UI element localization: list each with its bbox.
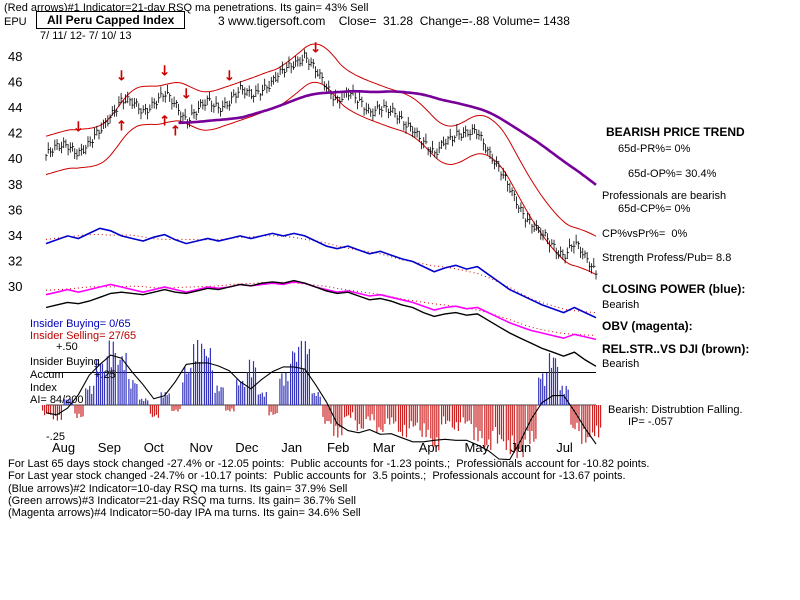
rel-strength-line — [45, 279, 597, 367]
month-axis-label: Nov — [190, 440, 214, 455]
sell-arrow-icon: ↓ — [159, 63, 171, 79]
month-axis-label: Aug — [52, 440, 75, 455]
closing-power-title: CLOSING POWER (blue): — [602, 282, 746, 296]
closing-power-ma-dotted — [45, 233, 597, 314]
month-axis-label: Feb — [327, 440, 349, 455]
month-axis-label: Mar — [373, 440, 396, 455]
cp-value: 65d-CP%= 0% — [618, 203, 691, 215]
price-axis-label: 44 — [8, 100, 22, 115]
price-axis-label: 38 — [8, 177, 22, 192]
buy-arrow-icon: ↑ — [116, 119, 128, 135]
price-axis-label: 46 — [8, 75, 22, 90]
accum-label-line3: Index — [30, 382, 57, 394]
insider-buying-value: Insider Buying= 0/65 — [30, 318, 131, 330]
accum-label-line1: Insider Buying — [30, 356, 100, 368]
site-info-line: 3 www.tigersoft.com Close= 31.28 Change=… — [218, 14, 570, 28]
month-axis-label: Sep — [98, 440, 121, 455]
month-axis-label: Jan — [281, 440, 302, 455]
sell-arrow-icon: ↓ — [116, 68, 128, 84]
insider-selling-value: Insider Selling= 27/65 — [30, 330, 137, 342]
price-axis-label: 34 — [8, 228, 22, 243]
pr-value: 65d-PR%= 0% — [618, 143, 691, 155]
prof-bearish-label: Professionals are bearish — [602, 190, 727, 202]
accum-label-line2: Accum — [30, 369, 64, 381]
accum-histogram — [42, 340, 602, 459]
purple-ma-line — [178, 89, 597, 186]
sell-arrow-icon: ↓ — [72, 120, 84, 136]
index-title-box: All Peru Capped Index — [36, 11, 186, 29]
ai-value: AI= 84/200 — [30, 394, 84, 406]
price-axis-label: 32 — [8, 254, 22, 269]
obv-title: OBV (magenta): — [602, 319, 693, 333]
lower-band-line — [45, 81, 597, 276]
accum-ma-line — [45, 354, 597, 461]
month-axis-label: Dec — [235, 440, 259, 455]
price-axis-label: 36 — [8, 202, 22, 217]
footer-line-year: For Last year stock changed -24.7% or -1… — [8, 470, 626, 482]
footer-line-magenta-arrows: (Magenta arrows)#4 Indicator=50-day IPA … — [8, 507, 361, 519]
cpvspr-value: CP%vsPr%= 0% — [602, 228, 688, 240]
sell-arrow-icon: ↓ — [223, 68, 235, 84]
trend-title: BEARISH PRICE TREND — [606, 125, 745, 139]
footer-line-green-arrows: (Green arrows)#3 Indicator=21-day RSQ ma… — [8, 495, 356, 507]
price-axis-label: 40 — [8, 151, 22, 166]
op-value: 65d-OP%= 30.4% — [628, 168, 717, 180]
closing-power-state: Bearish — [602, 299, 640, 311]
price-axis-label: 30 — [8, 279, 22, 294]
relstr-state: Bearish — [602, 358, 640, 370]
date-range: 7/ 11/ 12- 7/ 10/ 13 — [40, 30, 132, 42]
month-axis-label: Jun — [510, 440, 531, 455]
accum-tick-plus50: +.50 — [56, 341, 78, 353]
footer-line-blue-arrows: (Blue arrows)#2 Indicator=10-day RSQ ma … — [8, 483, 348, 495]
closing-power-line — [45, 227, 597, 319]
relstr-title: REL.STR..VS DJI (brown): — [602, 342, 750, 356]
accum-tick-plus25: +.25 — [94, 369, 116, 381]
price-axis-label: 48 — [8, 49, 22, 64]
upper-band-line — [45, 43, 597, 237]
sell-arrow-icon: ↓ — [310, 40, 322, 56]
ticker-symbol: EPU — [4, 16, 27, 28]
month-axis-label: Oct — [144, 440, 165, 455]
footer-line-65days: For Last 65 days stock changed -27.4% or… — [8, 458, 650, 470]
strength-value: Strength Profess/Pub= 8.8 — [602, 252, 732, 264]
month-axis-label: Apr — [419, 440, 440, 455]
ip-value: IP= -.057 — [628, 416, 673, 428]
sell-arrow-icon: ↓ — [180, 86, 192, 102]
buy-arrow-icon: ↑ — [170, 124, 182, 140]
price-axis-label: 42 — [8, 126, 22, 141]
distribution-note: Bearish: Distrubtion Falling. — [608, 404, 743, 416]
month-axis-label: May — [465, 440, 490, 455]
candles — [45, 49, 598, 280]
month-axis-label: Jul — [556, 440, 573, 455]
buy-arrow-icon: ↑ — [159, 113, 171, 129]
accum-tick-minus25: -.25 — [46, 431, 65, 443]
